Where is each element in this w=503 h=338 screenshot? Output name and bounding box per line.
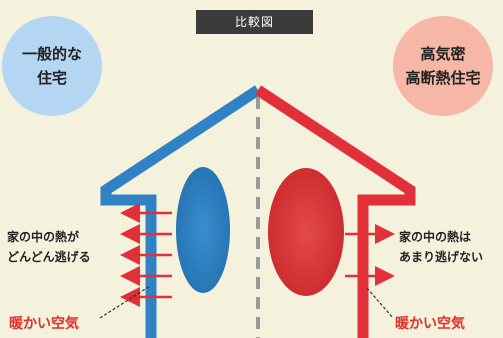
standard-house-warm-air-label: 暖かい空気: [9, 316, 79, 332]
standard-house-heat-line-1: 家の中の熱が: [7, 230, 80, 244]
standard-house-circle: 一般的な 住宅: [2, 16, 102, 116]
insulated-house-wall: [254, 85, 416, 338]
insulated-house-heat-arrows: [345, 224, 395, 286]
insulated-house-heat-line-1: 家の中の熱は: [399, 230, 472, 244]
insulated-house-heat-blob: [268, 168, 344, 296]
standard-house-label-line-1: 一般的な: [21, 45, 82, 63]
standard-house-warm-air-leader: [99, 285, 151, 319]
standard-house-heat-label: 家の中の熱が どんどん逃げる: [7, 227, 91, 267]
standard-house-label-line-2: 住宅: [36, 69, 67, 87]
insulated-house-circle: 高気密 高断熱住宅: [393, 16, 493, 116]
standard-house-wall: [100, 85, 262, 338]
insulated-house-heat-label: 家の中の熱は あまり逃げない: [399, 227, 483, 267]
standard-house-heat-arrows: [120, 203, 172, 307]
title-badge: 比較図: [196, 10, 313, 34]
insulated-house-heat-line-2: あまり逃げない: [399, 250, 484, 264]
standard-house-heat-line-2: どんどん逃げる: [7, 250, 91, 264]
insulated-house-label-line-1: 高気密: [420, 45, 466, 63]
insulated-house-warm-air-label: 暖かい空気: [395, 316, 465, 332]
insulated-house-warm-air-leader: [366, 287, 394, 319]
insulated-house-label-line-2: 高断熱住宅: [405, 69, 481, 87]
standard-house-heat-blob: [176, 167, 230, 293]
